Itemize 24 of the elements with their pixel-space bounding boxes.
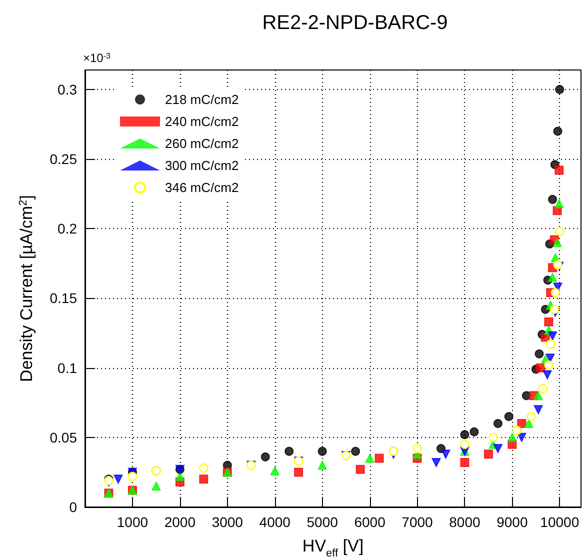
y-tick-label: 0.05 [50,429,78,446]
legend-label: 218 mC/cm2 [165,92,239,107]
chart-title: RE2-2-NPD-BARC-9 [262,12,448,34]
x-tick-label: 8000 [449,514,480,530]
legend-label: 346 mC/cm2 [165,180,239,195]
x-tick-label: 5000 [306,514,338,530]
x-tick-label: 2000 [164,514,196,530]
legend-label: 300 mC/cm2 [165,158,239,173]
y-tick-label: 0.1 [58,360,78,376]
x-tick-label: 6000 [354,514,386,530]
x-tick-label: 7000 [402,514,434,530]
x-tick-label: 3000 [212,514,244,530]
x-tick-label: 10000 [540,514,580,530]
y-tick-label: 0.25 [50,151,78,168]
x-tick-label: 9000 [496,514,528,530]
y-tick-label: 0.3 [58,81,78,98]
x-tick-label: 4000 [259,514,291,530]
x-tick-label: 1000 [116,514,148,530]
legend-label: 240 mC/cm2 [165,114,239,129]
y-tick-label: 0 [69,499,78,515]
legend-label: 260 mC/cm2 [165,136,239,151]
y-axis-title: Density Current [µA/cm2] [17,195,36,382]
y-tick-label: 0.2 [58,220,78,237]
y-tick-label: 0.15 [50,290,78,306]
